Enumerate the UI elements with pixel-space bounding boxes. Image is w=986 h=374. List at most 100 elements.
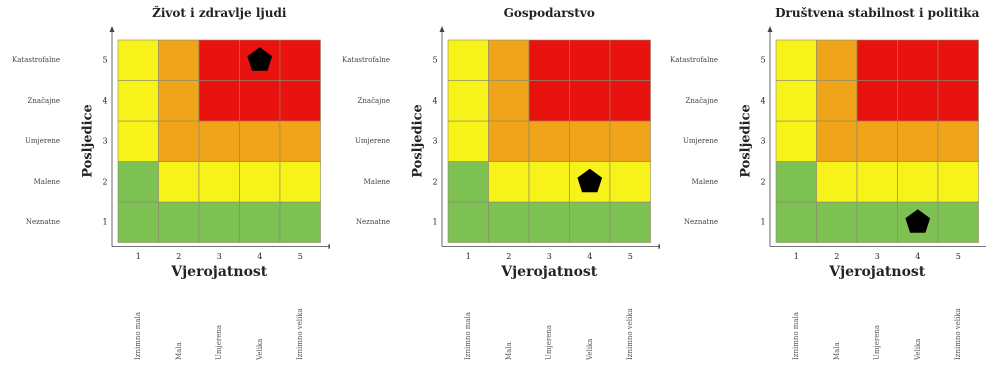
risk-marker-pentagon-icon <box>905 209 931 233</box>
x-tick-label: Mala <box>504 342 513 360</box>
matrix-cell-green <box>117 161 159 203</box>
y-tick-label: Neznatne <box>355 218 390 227</box>
matrix-cell-orange <box>488 120 530 162</box>
matrix-cell-green <box>528 201 570 243</box>
matrix-cell-yellow <box>775 80 817 122</box>
matrix-cell-red <box>937 39 979 81</box>
x-tick-label: Umjerena <box>873 324 882 360</box>
x-tick-number: 2 <box>176 252 182 261</box>
x-tick-number: 2 <box>506 252 512 261</box>
matrix-cell-green <box>816 201 858 243</box>
y-tick-number: 1 <box>102 217 108 227</box>
matrix-cell-green <box>279 201 321 243</box>
y-tick-label: Malene <box>691 177 718 186</box>
matrix-cell-orange <box>158 80 200 122</box>
x-tick-number: 4 <box>915 252 921 261</box>
matrix-cell-green <box>775 161 817 203</box>
y-tick-label: Neznatne <box>683 218 718 227</box>
matrix-cell-green <box>775 201 817 243</box>
x-tick-number: 4 <box>587 252 593 261</box>
risk-matrix-panel-2: Gospodarstvo Posljedice Neznatne 1 Malene 2 Um… <box>330 0 660 374</box>
matrix-cell-orange <box>569 120 611 162</box>
matrix-cell-red <box>856 80 898 122</box>
matrix-cell-red <box>279 39 321 81</box>
matrix-cell-orange <box>528 120 570 162</box>
matrix-cell-green <box>569 201 611 243</box>
matrix-cell-yellow <box>158 161 200 203</box>
x-tick-label: Velika <box>913 338 922 360</box>
matrix-cell-green <box>937 201 979 243</box>
y-axis-arrow-icon <box>767 26 773 32</box>
matrix-cell-yellow <box>816 161 858 203</box>
matrix-cell-orange <box>609 120 651 162</box>
matrix-cell-red <box>279 80 321 122</box>
y-tick-number: 3 <box>102 136 108 146</box>
x-tick-number: 3 <box>546 252 552 261</box>
matrix-cell-red <box>528 39 570 81</box>
x-tick-number: 1 <box>465 252 471 261</box>
matrix-cell-orange <box>897 120 939 162</box>
x-axis-title: Vjerojatnost <box>829 264 926 280</box>
x-tick-number: 5 <box>627 252 633 261</box>
y-axis-title: Posljedice <box>80 104 96 179</box>
matrix-cell-red <box>569 80 611 122</box>
x-tick-label: Iznimno mala <box>464 311 473 360</box>
matrix-cell-yellow <box>117 120 159 162</box>
matrix-cell-orange <box>856 120 898 162</box>
chart-title: Život i zdravlje ljudi <box>152 6 287 20</box>
x-tick-label: Iznimno mala <box>792 311 801 360</box>
matrix-cell-red <box>239 80 281 122</box>
matrix-cell-red <box>198 80 240 122</box>
matrix-cell-yellow <box>488 161 530 203</box>
matrix-cell-yellow <box>117 80 159 122</box>
y-tick-label: Umjerene <box>355 137 390 146</box>
y-tick-label: Umjerene <box>25 137 60 146</box>
x-tick-label: Iznimno velika <box>296 308 305 360</box>
matrix-cell-orange <box>158 39 200 81</box>
risk-matrix-svg <box>767 26 986 247</box>
y-tick-number: 2 <box>760 177 766 187</box>
matrix-cell-green <box>856 201 898 243</box>
chart-title: Gospodarstvo <box>503 6 595 20</box>
matrix-cell-orange <box>198 120 240 162</box>
y-tick-label: Katastrofalne <box>11 56 60 65</box>
matrix-cell-orange <box>816 39 858 81</box>
x-tick-number: 3 <box>216 252 222 261</box>
y-axis-arrow-icon <box>109 26 115 32</box>
matrix-cell-yellow <box>609 161 651 203</box>
x-tick-number: 3 <box>874 252 880 261</box>
matrix-cell-green <box>609 201 651 243</box>
matrix-cell-yellow <box>447 120 489 162</box>
y-tick-label: Malene <box>363 177 390 186</box>
matrix-cell-orange <box>937 120 979 162</box>
x-tick-label: Velika <box>585 338 594 360</box>
matrix-cell-orange <box>239 120 281 162</box>
matrix-cell-orange <box>488 39 530 81</box>
x-axis-title: Vjerojatnost <box>501 264 598 280</box>
y-tick-label: Značajne <box>685 96 718 105</box>
x-tick-label: Umjerena <box>215 324 224 360</box>
y-tick-label: Značajne <box>27 96 60 105</box>
matrix-cell-green <box>447 161 489 203</box>
matrix-cell-green <box>447 201 489 243</box>
matrix-cell-red <box>856 39 898 81</box>
y-tick-label: Katastrofalne <box>341 56 390 65</box>
x-tick-number: 2 <box>834 252 840 261</box>
x-tick-label: Iznimno velika <box>954 308 963 360</box>
matrix-cell-yellow <box>775 39 817 81</box>
x-axis-title: Vjerojatnost <box>171 264 268 280</box>
x-tick-number: 5 <box>955 252 961 261</box>
matrix-cell-green <box>117 201 159 243</box>
y-tick-number: 5 <box>760 55 766 65</box>
matrix-cell-red <box>198 39 240 81</box>
chart-title: Društvena stabilnost i politika <box>775 6 980 20</box>
matrix-cell-yellow <box>856 161 898 203</box>
y-tick-label: Neznatne <box>25 218 60 227</box>
matrix-cell-yellow <box>937 161 979 203</box>
risk-marker-pentagon-icon <box>577 168 603 193</box>
matrix-cell-green <box>158 201 200 243</box>
matrix-cell-yellow <box>775 120 817 162</box>
y-tick-number: 2 <box>432 177 438 187</box>
matrix-cell-yellow <box>447 80 489 122</box>
x-tick-label: Velika <box>255 338 264 360</box>
